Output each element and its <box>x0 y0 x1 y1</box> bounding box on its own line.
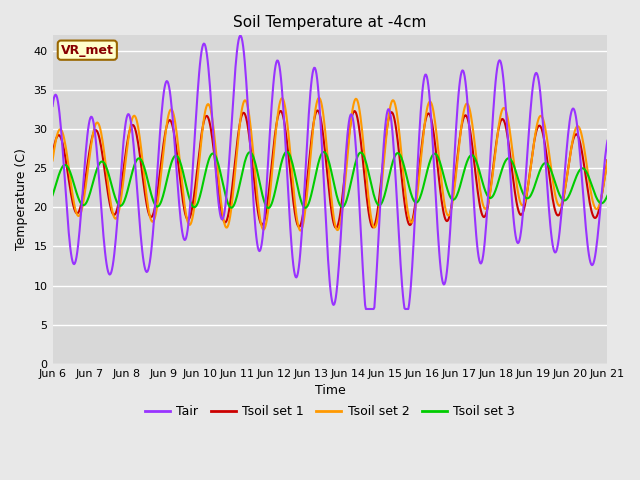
Legend: Tair, Tsoil set 1, Tsoil set 2, Tsoil set 3: Tair, Tsoil set 1, Tsoil set 2, Tsoil se… <box>140 400 520 423</box>
Y-axis label: Temperature (C): Temperature (C) <box>15 149 28 251</box>
Title: Soil Temperature at -4cm: Soil Temperature at -4cm <box>234 15 427 30</box>
X-axis label: Time: Time <box>315 384 346 397</box>
Text: VR_met: VR_met <box>61 44 114 57</box>
